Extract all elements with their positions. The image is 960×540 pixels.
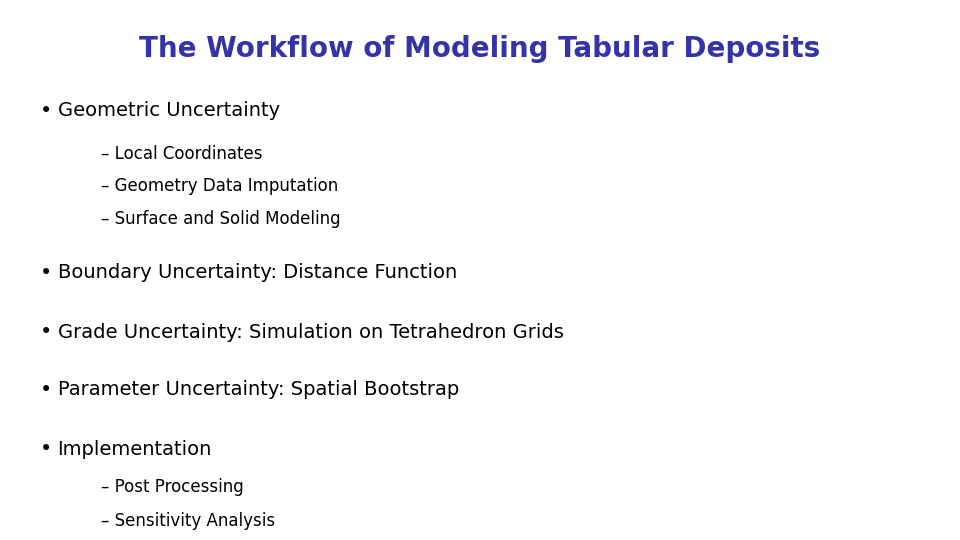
Text: – Geometry Data Imputation: – Geometry Data Imputation — [101, 177, 338, 195]
Text: The Workflow of Modeling Tabular Deposits: The Workflow of Modeling Tabular Deposit… — [139, 35, 821, 63]
Text: – Local Coordinates: – Local Coordinates — [101, 145, 262, 163]
Text: •: • — [40, 100, 53, 121]
Text: •: • — [40, 439, 53, 460]
Text: •: • — [40, 380, 53, 400]
Text: – Post Processing: – Post Processing — [101, 478, 244, 496]
Text: Implementation: Implementation — [58, 440, 212, 459]
Text: •: • — [40, 322, 53, 342]
Text: Parameter Uncertainty: Spatial Bootstrap: Parameter Uncertainty: Spatial Bootstrap — [58, 380, 459, 400]
Text: Geometric Uncertainty: Geometric Uncertainty — [58, 101, 279, 120]
Text: Boundary Uncertainty: Distance Function: Boundary Uncertainty: Distance Function — [58, 263, 457, 282]
Text: – Surface and Solid Modeling: – Surface and Solid Modeling — [101, 210, 341, 228]
Text: •: • — [40, 262, 53, 283]
Text: – Sensitivity Analysis: – Sensitivity Analysis — [101, 512, 275, 530]
Text: Grade Uncertainty: Simulation on Tetrahedron Grids: Grade Uncertainty: Simulation on Tetrahe… — [58, 322, 564, 342]
